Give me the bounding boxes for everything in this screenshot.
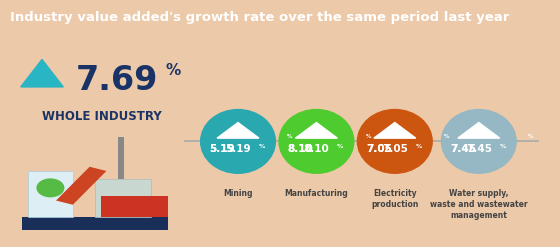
Polygon shape <box>21 60 63 87</box>
Text: %: % <box>259 144 265 148</box>
Polygon shape <box>374 123 416 138</box>
Ellipse shape <box>278 109 354 174</box>
Text: 8.10: 8.10 <box>304 144 329 154</box>
Text: 8.10: 8.10 <box>288 144 314 154</box>
Ellipse shape <box>200 109 276 174</box>
Text: 7.45: 7.45 <box>450 144 476 154</box>
Text: 5.19: 5.19 <box>225 144 251 154</box>
Polygon shape <box>296 123 337 138</box>
Text: 7.05: 7.05 <box>382 144 408 154</box>
FancyBboxPatch shape <box>95 179 151 217</box>
Text: 8.10: 8.10 <box>288 144 314 154</box>
Polygon shape <box>458 123 500 138</box>
Text: 5.19: 5.19 <box>209 144 235 154</box>
FancyBboxPatch shape <box>22 217 168 230</box>
FancyBboxPatch shape <box>28 171 73 217</box>
Polygon shape <box>217 123 259 138</box>
Text: %: % <box>416 144 422 148</box>
Text: 7.45: 7.45 <box>466 144 492 154</box>
Ellipse shape <box>36 178 64 197</box>
Text: WHOLE INDUSTRY: WHOLE INDUSTRY <box>42 110 162 123</box>
Text: Manufacturing: Manufacturing <box>284 189 348 198</box>
Text: 7.45: 7.45 <box>450 144 476 154</box>
Text: %: % <box>337 144 343 148</box>
Text: 7.05: 7.05 <box>366 144 392 154</box>
Polygon shape <box>56 167 106 205</box>
FancyBboxPatch shape <box>101 196 168 217</box>
Ellipse shape <box>357 109 433 174</box>
Text: Mining: Mining <box>223 189 253 198</box>
Text: 5.19: 5.19 <box>209 144 235 154</box>
Text: Industry value added's growth rate over the same period last year: Industry value added's growth rate over … <box>10 11 510 24</box>
Text: %: % <box>165 63 180 78</box>
Text: Water supply,
waste and wastewater
management: Water supply, waste and wastewater manag… <box>430 189 528 220</box>
Text: %: % <box>528 134 534 140</box>
Text: %: % <box>500 144 506 148</box>
Text: %: % <box>287 134 293 140</box>
Text: %: % <box>444 134 450 140</box>
Ellipse shape <box>441 109 517 174</box>
Text: %: % <box>366 134 371 140</box>
Text: 7.05: 7.05 <box>366 144 392 154</box>
Text: 7.69: 7.69 <box>76 64 158 97</box>
FancyBboxPatch shape <box>118 137 124 179</box>
Text: Electricity
production: Electricity production <box>371 189 418 209</box>
